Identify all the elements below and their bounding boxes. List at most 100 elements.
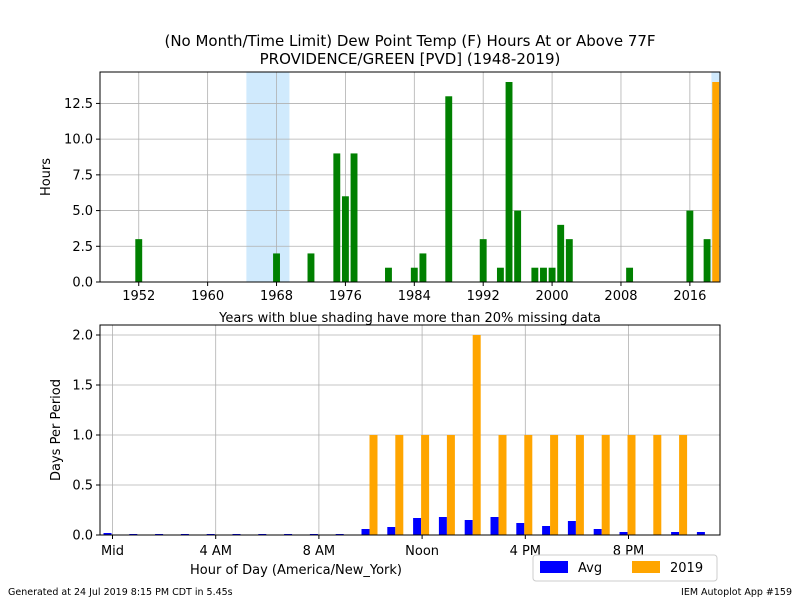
top-ytick-label: 0.0 (72, 276, 93, 291)
year-bar-1968 (273, 253, 280, 282)
bottom-grid (100, 325, 720, 536)
year-bar-1972 (307, 253, 315, 282)
bar-2019-hour-17 (550, 435, 559, 535)
footer-app: IEM Autoplot App #159 (681, 587, 792, 598)
year-bar-2018 (703, 239, 711, 282)
top-xtick-label: 1952 (122, 289, 155, 304)
bar-2019-hour-18 (575, 435, 584, 535)
top-ytick-label: 7.5 (72, 168, 93, 183)
legend: Avg 2019 (532, 554, 718, 582)
bottom-ytick-label: 0.0 (72, 529, 93, 544)
top-xtick-label: 1976 (329, 289, 362, 304)
bar-2019-hour-13 (446, 435, 455, 535)
avg-bar-hour-17 (542, 526, 551, 535)
bar-2019-hour-12 (421, 435, 430, 535)
year-bar-1975 (333, 153, 341, 282)
bottom-xtick-label: 4 AM (199, 544, 232, 559)
bottom-ytick-label: 2.0 (72, 329, 93, 344)
top-ytick-label: 10.0 (64, 133, 93, 148)
top-xtick-label: 1968 (260, 289, 293, 304)
avg-bar-hour-19 (593, 529, 602, 535)
chart-title-line1: (No Month/Time Limit) Dew Point Temp (F)… (164, 32, 655, 50)
avg-bar-hour-13 (438, 517, 447, 535)
avg-bar-hour-18 (567, 521, 576, 535)
bar-2019-hour-14 (472, 335, 481, 535)
top-y-ticks: 0.0 2.5 5.0 7.5 10.0 12.5 (64, 97, 100, 291)
year-bar-1992 (479, 239, 487, 282)
bottom-xtick-label: Mid (101, 544, 124, 559)
footer-generated: Generated at 24 Jul 2019 8:15 PM CDT in … (8, 587, 233, 598)
missing-shade-0 (246, 72, 290, 282)
top-xtick-label: 1992 (467, 289, 500, 304)
year-bar-2016 (686, 210, 694, 282)
top-ytick-label: 2.5 (72, 240, 93, 255)
legend-frame (532, 554, 718, 582)
year-bar-1976 (341, 196, 349, 282)
chart-title-line2: PROVIDENCE/GREEN [PVD] (1948-2019) (260, 50, 561, 68)
bar-2019-hour-21 (653, 435, 662, 535)
bottom-xtick-label: 8 AM (303, 544, 336, 559)
top-x-ticks: 1952 1960 1968 1976 1984 1992 2000 2008 2016 (122, 282, 706, 304)
top-xtick-label: 1960 (191, 289, 224, 304)
avg-bar-hour-22 (671, 532, 680, 535)
avg-bar-hour-20 (619, 532, 628, 535)
year-bar-2019 (712, 82, 720, 282)
year-bar-1952 (135, 239, 143, 282)
bottom-ytick-label: 1.0 (72, 429, 93, 444)
year-bar-2002 (565, 239, 573, 282)
bottom-x-axis-label: Hour of Day (America/New_York) (190, 563, 402, 578)
bottom-bars (103, 335, 705, 535)
top-bars (135, 82, 720, 283)
yearly-hours-chart: 1952 1960 1968 1976 1984 1992 2000 2008 2016 0.0… (39, 71, 721, 326)
year-bar-1999 (540, 267, 547, 282)
top-xtick-label: 2016 (673, 289, 706, 304)
top-ytick-label: 5.0 (72, 204, 93, 219)
avg-bar-hour-15 (490, 517, 499, 535)
bar-2019-hour-20 (627, 435, 636, 535)
bar-2019-hour-11 (395, 435, 404, 535)
year-bar-1994 (496, 267, 504, 282)
bar-2019-hour-16 (524, 435, 533, 535)
bar-2019-hour-15 (498, 435, 507, 535)
year-bar-1985 (419, 253, 427, 282)
legend-swatch-2019 (632, 561, 660, 573)
avg-bar-hour-0 (103, 533, 112, 535)
year-bar-1981 (385, 267, 392, 282)
avg-bar-hour-14 (464, 520, 473, 535)
legend-swatch-avg (540, 561, 568, 573)
top-plot-frame (99, 71, 721, 283)
bottom-ytick-label: 1.5 (72, 379, 93, 394)
year-bar-2001 (557, 224, 565, 282)
bottom-ytick-label: 0.5 (72, 479, 93, 494)
legend-label-2019: 2019 (670, 561, 703, 576)
avg-bar-hour-23 (696, 532, 705, 535)
top-xtick-label: 1984 (398, 289, 431, 304)
bar-2019-hour-19 (601, 435, 610, 535)
year-bar-1977 (350, 153, 358, 282)
bar-2019-hour-10 (369, 435, 378, 535)
year-bar-1988 (445, 96, 453, 283)
year-bar-2000 (548, 267, 556, 282)
bottom-y-axis-label: Days Per Period (49, 379, 64, 481)
year-bar-1996 (514, 210, 522, 282)
bottom-y-ticks: 0.0 0.5 1.0 1.5 2.0 (72, 329, 100, 544)
bar-2019-hour-22 (679, 435, 688, 535)
hourly-days-chart: Mid 4 AM 8 AM Noon 4 PM 8 PM 0.00.51.01.52.0 … (49, 324, 721, 578)
avg-bar-hour-12 (413, 518, 422, 535)
legend-label-avg: Avg (578, 561, 602, 576)
bottom-xtick-label: Noon (405, 544, 439, 559)
bottom-plot-frame (99, 324, 721, 536)
year-bar-1995 (505, 82, 513, 282)
top-xtick-label: 2000 (536, 289, 569, 304)
top-ytick-label: 12.5 (64, 97, 93, 112)
bottom-xtick-label: 4 PM (510, 544, 541, 559)
year-bar-2009 (626, 267, 634, 282)
top-y-axis-label: Hours (39, 158, 54, 196)
year-bar-1984 (410, 267, 418, 282)
year-bar-1998 (531, 267, 539, 282)
avg-bar-hour-10 (361, 529, 370, 535)
avg-bar-hour-16 (516, 523, 525, 535)
avg-bar-hour-11 (387, 527, 396, 535)
top-x-axis-label: Years with blue shading have more than 2… (218, 311, 601, 326)
